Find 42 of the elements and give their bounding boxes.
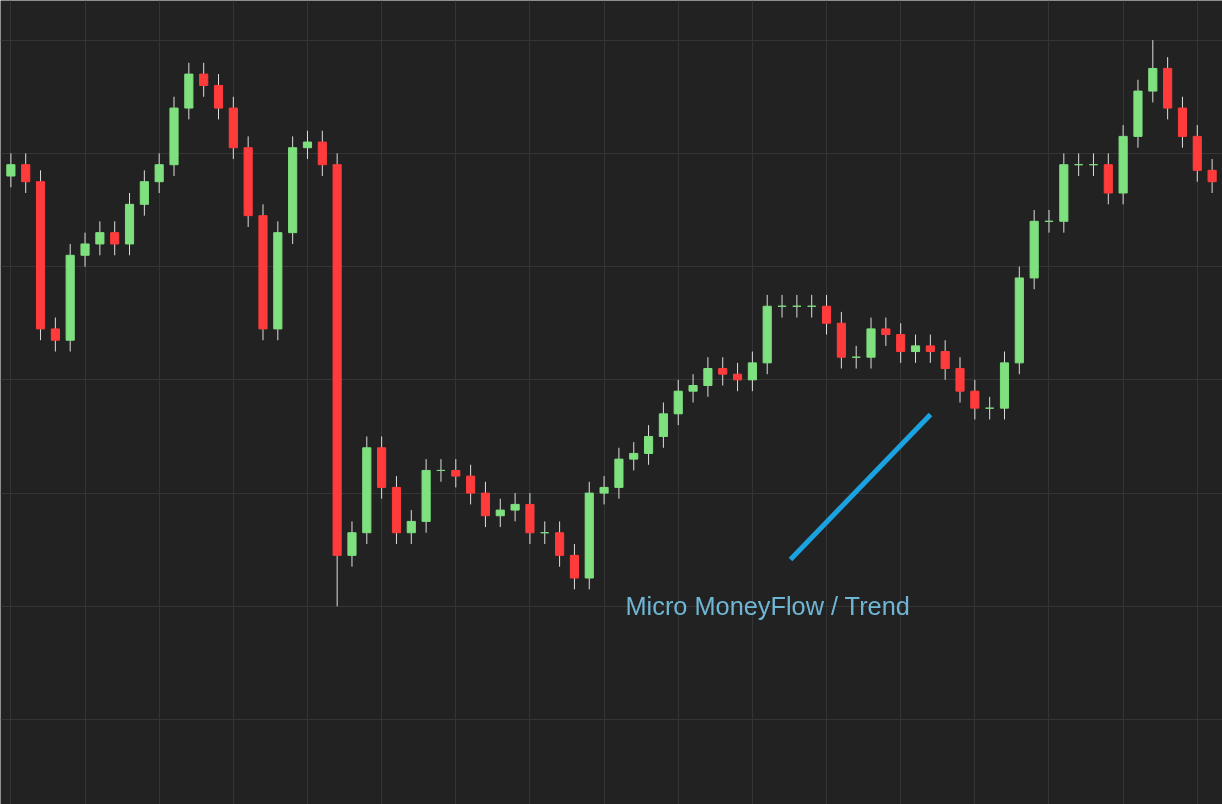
candlestick bbox=[732, 362, 743, 392]
candlestick bbox=[555, 520, 565, 568]
candlestick bbox=[910, 334, 921, 364]
candlestick bbox=[644, 424, 654, 466]
candlestick bbox=[495, 498, 505, 528]
candlestick bbox=[510, 492, 520, 522]
candlestick bbox=[6, 152, 16, 188]
candlestick bbox=[629, 441, 639, 471]
candlestick bbox=[213, 73, 224, 120]
candlestick bbox=[347, 520, 357, 568]
candlestick bbox=[673, 379, 683, 426]
candlestick bbox=[881, 317, 891, 347]
candlestick bbox=[317, 130, 327, 177]
candlestick bbox=[747, 351, 757, 392]
candlestick bbox=[599, 475, 609, 505]
candlestick bbox=[154, 152, 164, 194]
candlestick bbox=[658, 402, 668, 449]
candlestick bbox=[451, 458, 461, 488]
candlestick bbox=[955, 356, 965, 403]
candlestick bbox=[95, 220, 105, 256]
candlestick bbox=[1148, 39, 1158, 103]
candlestick bbox=[718, 356, 728, 387]
candlestick bbox=[480, 481, 491, 528]
candlestick bbox=[199, 62, 209, 98]
candlestick bbox=[80, 232, 90, 268]
candlestick bbox=[925, 334, 935, 364]
candlestick bbox=[302, 130, 313, 160]
candlestick bbox=[139, 169, 149, 217]
candlestick bbox=[110, 220, 120, 256]
candlestick bbox=[940, 339, 950, 381]
candlestick bbox=[688, 373, 698, 403]
annotation: Micro MoneyFlow / Trend bbox=[625, 591, 910, 620]
candlestick bbox=[466, 464, 476, 505]
candlestick bbox=[703, 356, 713, 398]
candlestick bbox=[569, 543, 579, 590]
candlestick bbox=[970, 379, 980, 420]
candlestick bbox=[406, 509, 416, 545]
candlestick bbox=[821, 294, 832, 336]
candlestick bbox=[21, 152, 31, 194]
candlestick bbox=[1207, 158, 1217, 194]
candlestick bbox=[896, 322, 906, 364]
candlestick bbox=[50, 317, 60, 353]
